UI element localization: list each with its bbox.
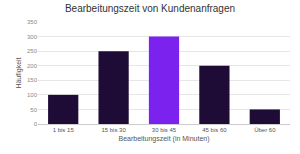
svg-text:100: 100 — [27, 92, 38, 98]
svg-text:Über 60: Über 60 — [254, 127, 276, 133]
svg-text:Bearbeitungszeit von Kundenanf: Bearbeitungszeit von Kundenanfragen — [65, 3, 235, 14]
svg-text:45 bis 60: 45 bis 60 — [202, 127, 227, 133]
svg-text:350: 350 — [27, 19, 38, 25]
svg-text:1 bis 15: 1 bis 15 — [53, 127, 75, 133]
svg-text:150: 150 — [27, 77, 38, 83]
svg-text:200: 200 — [27, 63, 38, 69]
svg-text:Bearbeitungszeit (in Minuten): Bearbeitungszeit (in Minuten) — [118, 135, 209, 143]
svg-text:250: 250 — [27, 48, 38, 54]
svg-text:50: 50 — [30, 107, 37, 113]
svg-text:Häufigkeit: Häufigkeit — [15, 57, 23, 88]
svg-text:15 bis 30: 15 bis 30 — [101, 127, 126, 133]
svg-text:30 bis 45: 30 bis 45 — [152, 127, 177, 133]
svg-text:0: 0 — [34, 121, 38, 127]
svg-text:300: 300 — [27, 34, 38, 40]
